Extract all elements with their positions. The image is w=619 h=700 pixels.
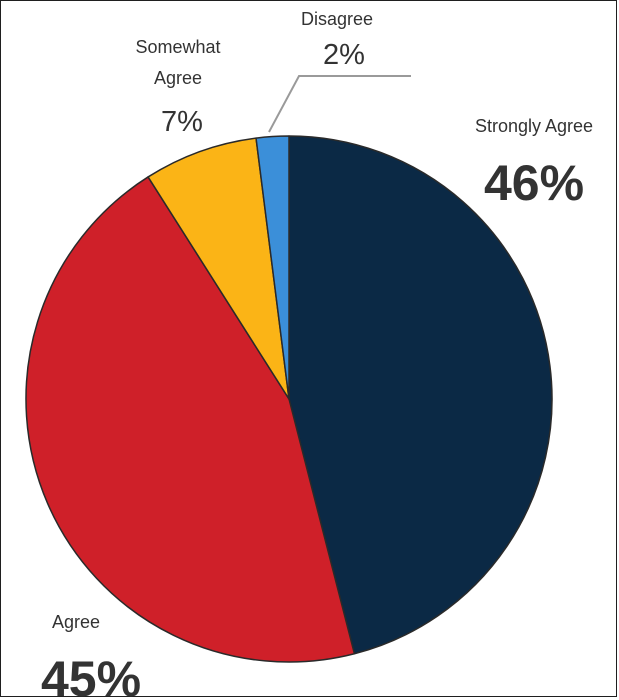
slice-label-disagree: Disagree: [301, 9, 373, 29]
slice-value-strongly-agree: 46%: [484, 155, 584, 211]
slice-value-somewhat-agree: 7%: [161, 106, 203, 138]
slice-label-somewhat-agree-line1: Somewhat: [135, 37, 220, 57]
slice-label-strongly-agree: Strongly Agree: [475, 116, 593, 136]
pie-slice-agree: [25, 176, 356, 663]
slice-value-disagree: 2%: [323, 39, 365, 71]
pie-slice-strongly-agree: [288, 135, 553, 655]
slice-value-agree: 45%: [41, 651, 141, 700]
pie-slice-disagree: [255, 135, 290, 400]
pie-slice-somewhat-agree: [147, 137, 290, 400]
slice-label-somewhat-agree-line2: Agree: [154, 68, 202, 88]
leader-line-disagree: [268, 75, 411, 133]
slice-label-agree: Agree: [52, 612, 100, 632]
pie-slices: [25, 135, 553, 663]
